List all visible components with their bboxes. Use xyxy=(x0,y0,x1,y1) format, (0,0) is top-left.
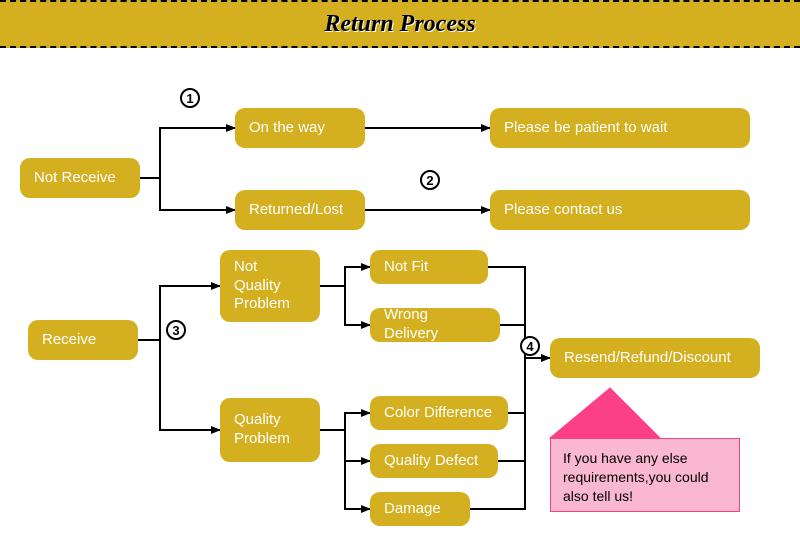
edge-13 xyxy=(508,358,525,413)
node-not_quality: Not Quality Problem xyxy=(220,250,320,322)
node-wrong_delivery: Wrong Delivery xyxy=(370,308,500,342)
edge-7 xyxy=(320,286,370,325)
node-resend: Resend/Refund/Discount xyxy=(550,338,760,378)
node-patient: Please be patient to wait xyxy=(490,108,750,148)
node-label: Resend/Refund/Discount xyxy=(564,349,731,368)
node-label: Please contact us xyxy=(504,201,622,220)
callout-text: If you have any else requirements,you co… xyxy=(563,450,709,504)
node-label: Damage xyxy=(384,500,441,519)
page-title: Return Process xyxy=(324,11,475,38)
edge-8 xyxy=(320,413,370,430)
edge-1 xyxy=(140,178,235,210)
edge-6 xyxy=(320,267,370,286)
step-badge-3: 3 xyxy=(166,320,186,340)
callout-box: If you have any else requirements,you co… xyxy=(550,438,740,512)
edge-10 xyxy=(320,430,370,509)
flowchart-canvas: Not Receive On the way Returned/Lost Please… xyxy=(0,48,800,556)
edge-0 xyxy=(140,128,235,178)
node-quality: Quality Problem xyxy=(220,398,320,462)
edge-5 xyxy=(138,340,220,430)
node-returned_lost: Returned/Lost xyxy=(235,190,365,230)
node-damage: Damage xyxy=(370,492,470,526)
node-label: Color Difference xyxy=(384,404,492,423)
node-contact: Please contact us xyxy=(490,190,750,230)
node-label: Wrong Delivery xyxy=(384,306,486,344)
node-label: Receive xyxy=(42,331,96,350)
node-color_diff: Color Difference xyxy=(370,396,508,430)
node-label: Please be patient to wait xyxy=(504,119,667,138)
step-badge-2: 2 xyxy=(420,170,440,190)
node-label: Not Receive xyxy=(34,169,116,188)
callout-tail xyxy=(550,388,660,438)
node-not_receive: Not Receive xyxy=(20,158,140,198)
node-quality_defect: Quality Defect xyxy=(370,444,498,478)
node-label: Quality Defect xyxy=(384,452,478,471)
edge-9 xyxy=(320,430,370,461)
header-banner: Return Process xyxy=(0,0,800,48)
step-badge-4: 4 xyxy=(520,336,540,356)
node-label: Quality Problem xyxy=(234,411,306,449)
node-label: Returned/Lost xyxy=(249,201,343,220)
node-on_the_way: On the way xyxy=(235,108,365,148)
node-label: On the way xyxy=(249,119,325,138)
node-label: Not Quality Problem xyxy=(234,258,306,314)
node-not_fit: Not Fit xyxy=(370,250,488,284)
node-receive: Receive xyxy=(28,320,138,360)
node-label: Not Fit xyxy=(384,258,428,277)
step-badge-1: 1 xyxy=(180,88,200,108)
